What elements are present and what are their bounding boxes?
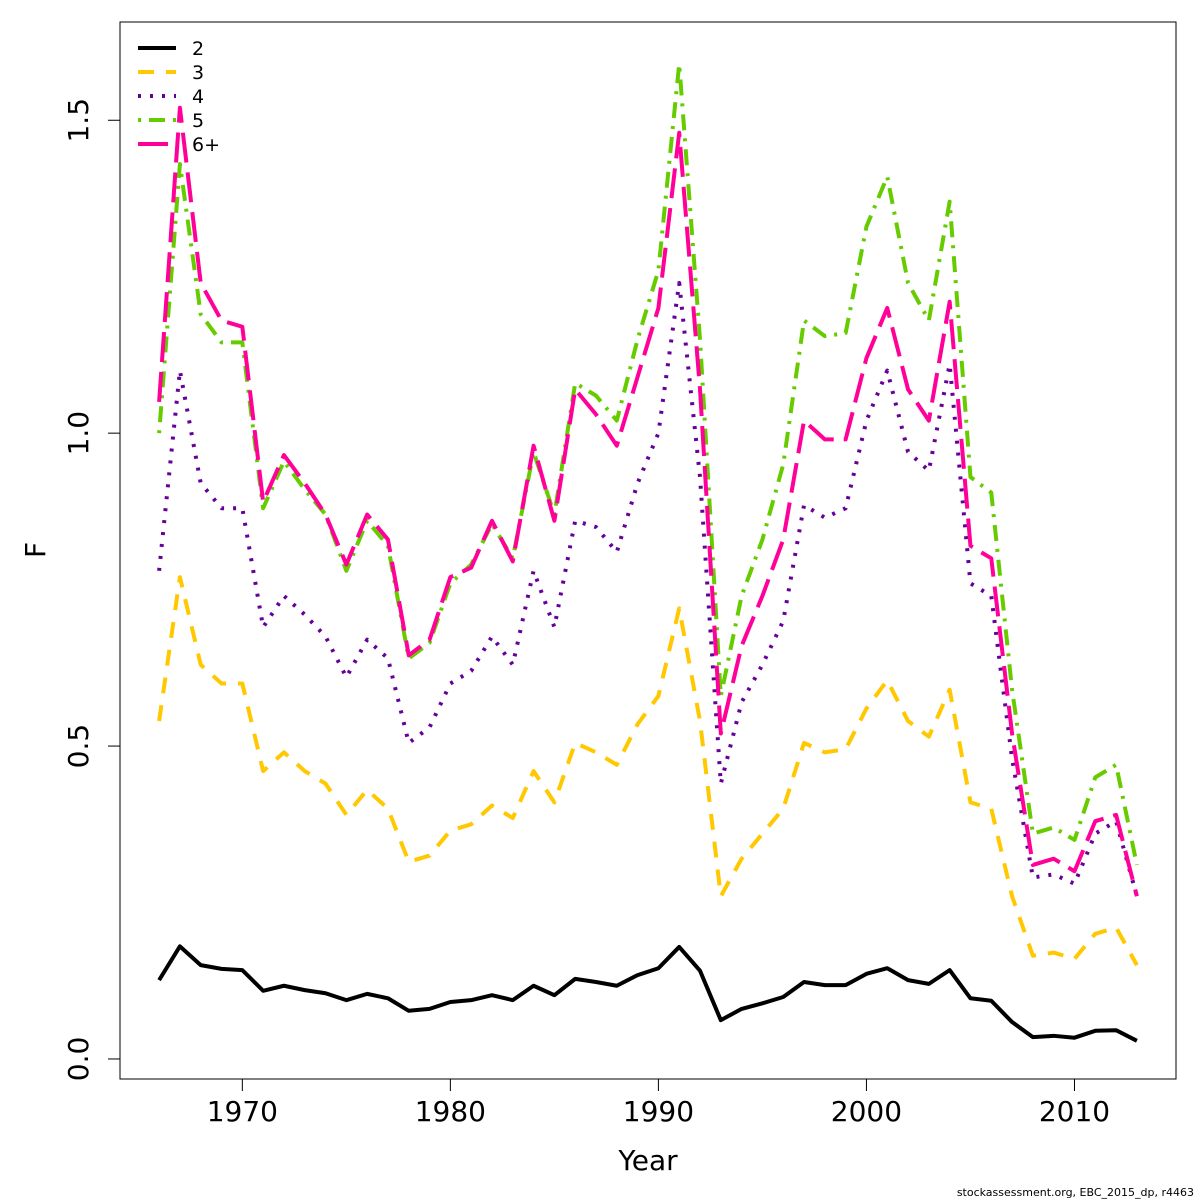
legend-label: 3	[192, 62, 204, 84]
footnote: stockassessment.org, EBC_2015_dp, r4463	[957, 1186, 1194, 1199]
legend-label: 6+	[192, 134, 220, 156]
x-tick-label: 1970	[207, 1095, 278, 1128]
plot-frame	[119, 21, 1177, 1080]
y-axis-title: F	[19, 542, 52, 558]
legend-label: 2	[192, 38, 204, 60]
series-line	[157, 944, 1138, 1043]
legend-label: 5	[192, 110, 204, 132]
y-tick-label: 1.5	[62, 98, 95, 143]
legend-label: 4	[192, 86, 204, 108]
series-line	[157, 280, 1139, 897]
x-tick-label: 2000	[831, 1095, 902, 1128]
x-axis-title: Year	[617, 1144, 678, 1177]
series-line	[157, 105, 1139, 897]
y-tick-label: 0.0	[62, 1037, 95, 1082]
x-tick-label: 2010	[1039, 1095, 1110, 1128]
y-tick-label: 1.0	[62, 411, 95, 456]
x-tick-label: 1990	[623, 1095, 694, 1128]
series-line	[157, 61, 1139, 866]
series-line	[157, 575, 1139, 967]
x-tick-label: 1980	[415, 1095, 486, 1128]
y-tick-label: 0.5	[62, 724, 95, 769]
